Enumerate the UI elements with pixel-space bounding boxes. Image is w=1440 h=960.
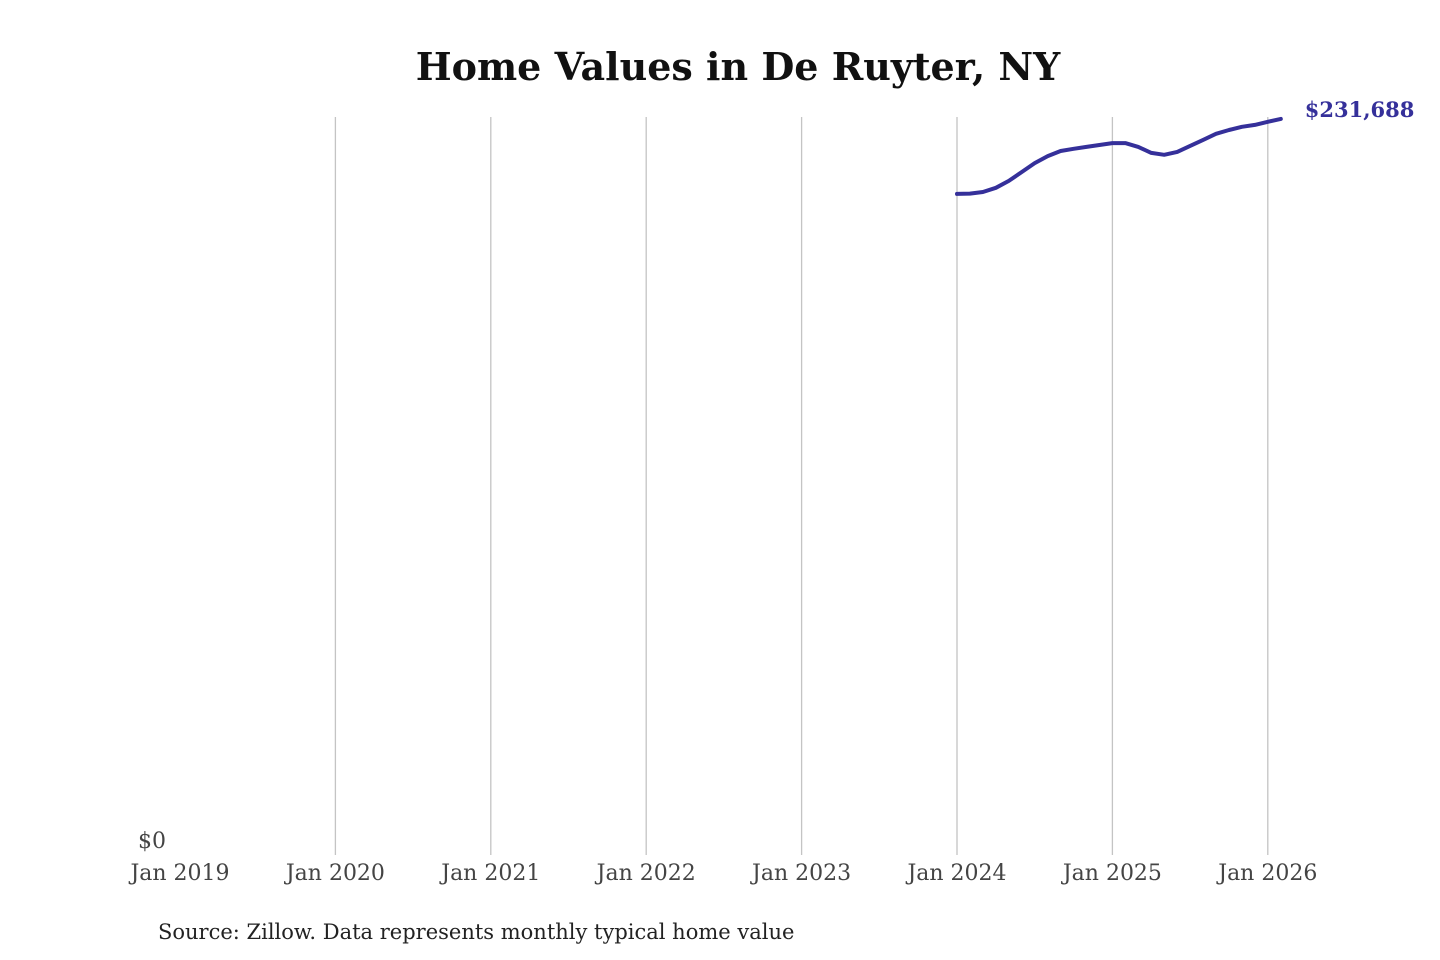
x-axis-ticks: Jan 2019 Jan 2020 Jan 2021 Jan 2022 Jan 2023…	[128, 861, 1317, 886]
x-tick-label: Jan 2024	[905, 861, 1006, 886]
end-value-label: $231,688	[1305, 97, 1415, 122]
x-tick-label: Jan 2020	[284, 861, 385, 886]
x-tick-label: Jan 2019	[128, 861, 229, 886]
chart-title: Home Values in De Ruyter, NY	[416, 44, 1061, 89]
x-tick-label: Jan 2025	[1061, 861, 1162, 886]
series-line	[955, 116, 1283, 196]
x-tick-label: Jan 2021	[439, 861, 540, 886]
x-tick-label: Jan 2026	[1216, 861, 1317, 886]
gridlines	[334, 117, 1269, 855]
y-tick-label: $0	[138, 829, 166, 854]
x-tick-label: Jan 2022	[595, 861, 696, 886]
source-note: Source: Zillow. Data represents monthly …	[158, 920, 794, 944]
x-tick-label: Jan 2023	[750, 861, 851, 886]
